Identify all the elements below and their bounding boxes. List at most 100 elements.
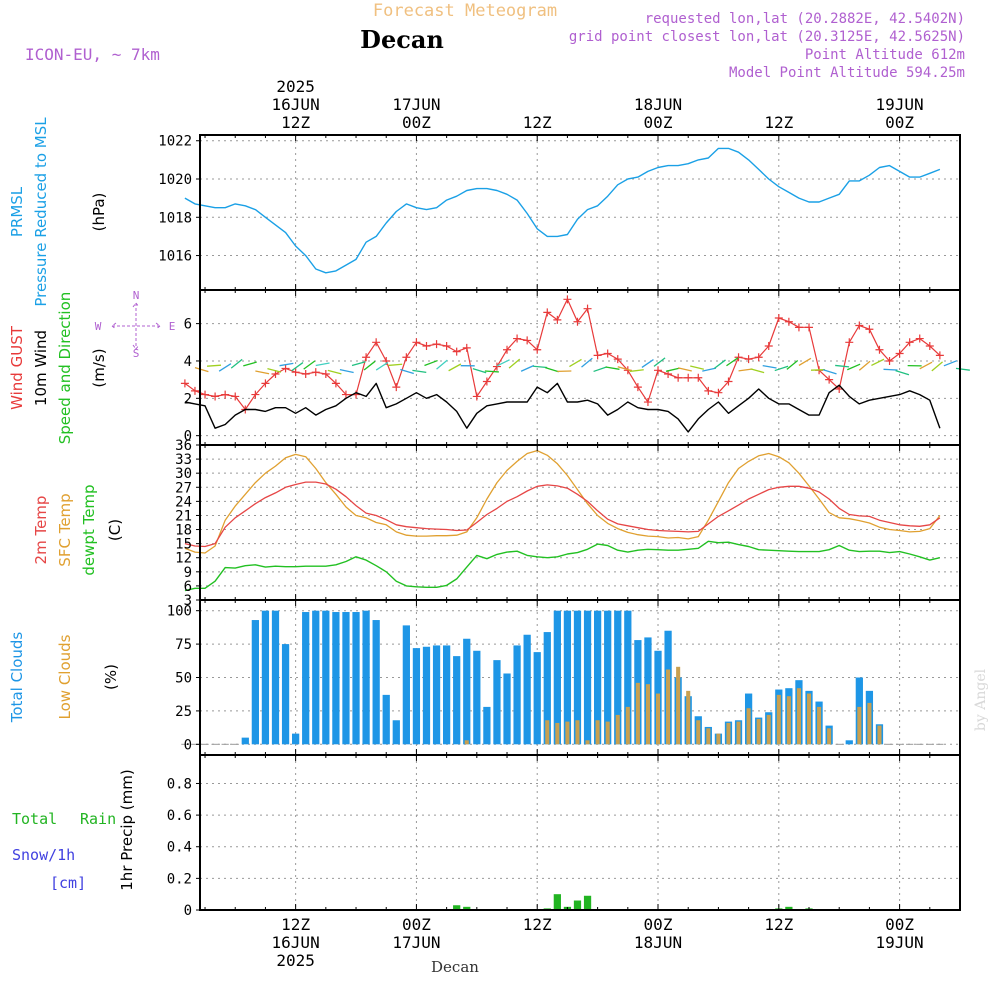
y-tick-label: 12 bbox=[175, 551, 192, 567]
gust-point bbox=[764, 342, 773, 351]
low-cloud-bar bbox=[776, 694, 781, 745]
precip-snow-unit: [cm] bbox=[50, 874, 86, 892]
compass-n: N bbox=[133, 289, 140, 302]
gust-point bbox=[925, 342, 934, 351]
gust-point bbox=[432, 340, 441, 349]
y-tick-label: 75 bbox=[175, 637, 192, 653]
wind-direction-arrow bbox=[218, 363, 232, 372]
gust-point bbox=[492, 362, 501, 371]
gust-point bbox=[593, 351, 602, 360]
wind-direction-arrow bbox=[738, 368, 753, 372]
gust-point bbox=[583, 304, 592, 313]
wind-direction-arrow bbox=[230, 358, 243, 369]
gust-point bbox=[422, 342, 431, 351]
gust-point bbox=[805, 323, 814, 332]
wind-direction-arrow bbox=[303, 360, 316, 370]
gust-point bbox=[231, 392, 240, 401]
y-tick-label: 6 bbox=[184, 579, 192, 595]
gust-point bbox=[825, 375, 834, 384]
compass-w: W bbox=[95, 320, 102, 333]
total-cloud-bar bbox=[372, 620, 380, 745]
temp-sfc-label: SFC Temp bbox=[56, 493, 74, 566]
gust-point bbox=[482, 377, 491, 386]
low-cloud-bar bbox=[786, 696, 791, 745]
temp-2m-label: 2m Temp bbox=[32, 496, 50, 565]
y-tick-label: 0 bbox=[184, 903, 192, 919]
gust-point bbox=[885, 356, 894, 365]
low-cloud-bar bbox=[817, 706, 822, 745]
low-cloud-bar bbox=[595, 720, 600, 745]
y-tick-label: 0 bbox=[184, 429, 192, 445]
wind-direction-arrow bbox=[581, 357, 593, 368]
gust-point bbox=[331, 379, 340, 388]
gust-point bbox=[503, 345, 512, 354]
low-cloud-bar bbox=[796, 688, 801, 745]
gust-point bbox=[462, 343, 471, 352]
clouds-low-label: Low Clouds bbox=[56, 634, 74, 719]
wind-unit: (m/s) bbox=[90, 348, 108, 387]
time-axis-bottom-label: 12Z bbox=[523, 915, 552, 934]
wind-direction-arrow bbox=[847, 363, 861, 371]
total-cloud-bar bbox=[473, 650, 481, 745]
y-tick-label: 0.8 bbox=[167, 776, 192, 792]
low-cloud-bar bbox=[877, 725, 882, 745]
y-tick-label: 30 bbox=[175, 466, 192, 482]
wind-direction-arrow bbox=[931, 361, 943, 372]
gust-point bbox=[734, 353, 743, 362]
total-cloud-bar bbox=[533, 652, 541, 745]
wind-direction-arrow bbox=[351, 361, 366, 367]
total-cloud-bar bbox=[543, 632, 551, 745]
wind-direction-arrow bbox=[291, 362, 304, 372]
gust-point bbox=[855, 321, 864, 330]
total-cloud-bar bbox=[493, 660, 501, 745]
wind-direction-arrow bbox=[484, 370, 499, 373]
low-cloud-bar bbox=[655, 693, 661, 745]
gust-point bbox=[603, 349, 612, 358]
wind-direction-arrow bbox=[955, 367, 970, 371]
series-line-10m-wind bbox=[184, 382, 941, 433]
wind-direction-arrow bbox=[750, 368, 765, 374]
wind-direction-arrow bbox=[641, 359, 654, 368]
time-axis-top-label: 12Z bbox=[764, 113, 793, 132]
wind-speed-direction-label: Speed and Direction bbox=[56, 292, 74, 445]
y-tick-label: 4 bbox=[184, 354, 192, 370]
gust-point bbox=[704, 386, 713, 395]
low-cloud-bar bbox=[625, 706, 630, 745]
total-cloud-bar bbox=[412, 648, 421, 745]
panel-frame bbox=[199, 289, 961, 446]
precip-total-label: Total bbox=[12, 810, 57, 828]
wind-direction-arrow bbox=[774, 365, 789, 372]
series-line-sfc-temp bbox=[184, 449, 941, 554]
gust-point bbox=[362, 353, 371, 362]
gust-point bbox=[794, 323, 803, 332]
gust-point bbox=[402, 353, 411, 362]
time-axis-top-label: 17JUN bbox=[392, 95, 440, 114]
y-tick-label: 1020 bbox=[158, 172, 192, 188]
y-tick-label: 33 bbox=[175, 452, 192, 468]
series-line-dewpt-temp bbox=[184, 540, 941, 592]
gust-point bbox=[643, 398, 652, 407]
rain-bar bbox=[583, 895, 592, 910]
low-cloud-bar bbox=[575, 720, 580, 745]
wind-direction-arrow bbox=[871, 358, 885, 367]
wind-direction-arrow bbox=[835, 364, 850, 368]
wind-direction-arrow bbox=[508, 358, 521, 369]
temp-dewpt-label: dewpt Temp bbox=[80, 484, 98, 575]
rain-bar bbox=[785, 906, 793, 910]
wind-direction-arrow bbox=[895, 369, 910, 376]
wind-direction-arrow bbox=[545, 367, 559, 373]
wind-direction-arrow bbox=[919, 361, 933, 370]
total-cloud-bar bbox=[503, 673, 511, 745]
y-tick-label: 18 bbox=[175, 523, 192, 539]
y-tick-label: 0.6 bbox=[167, 808, 192, 824]
gust-point bbox=[915, 334, 924, 343]
low-cloud-bar bbox=[696, 720, 701, 745]
time-axis-bottom-label: 17JUN bbox=[392, 933, 440, 952]
y-tick-label: 27 bbox=[175, 480, 192, 496]
low-cloud-bar bbox=[615, 714, 620, 745]
wind-direction-arrow bbox=[653, 357, 666, 367]
total-cloud-bar bbox=[624, 610, 632, 745]
total-cloud-bar bbox=[604, 610, 612, 745]
total-cloud-bar bbox=[593, 610, 602, 745]
